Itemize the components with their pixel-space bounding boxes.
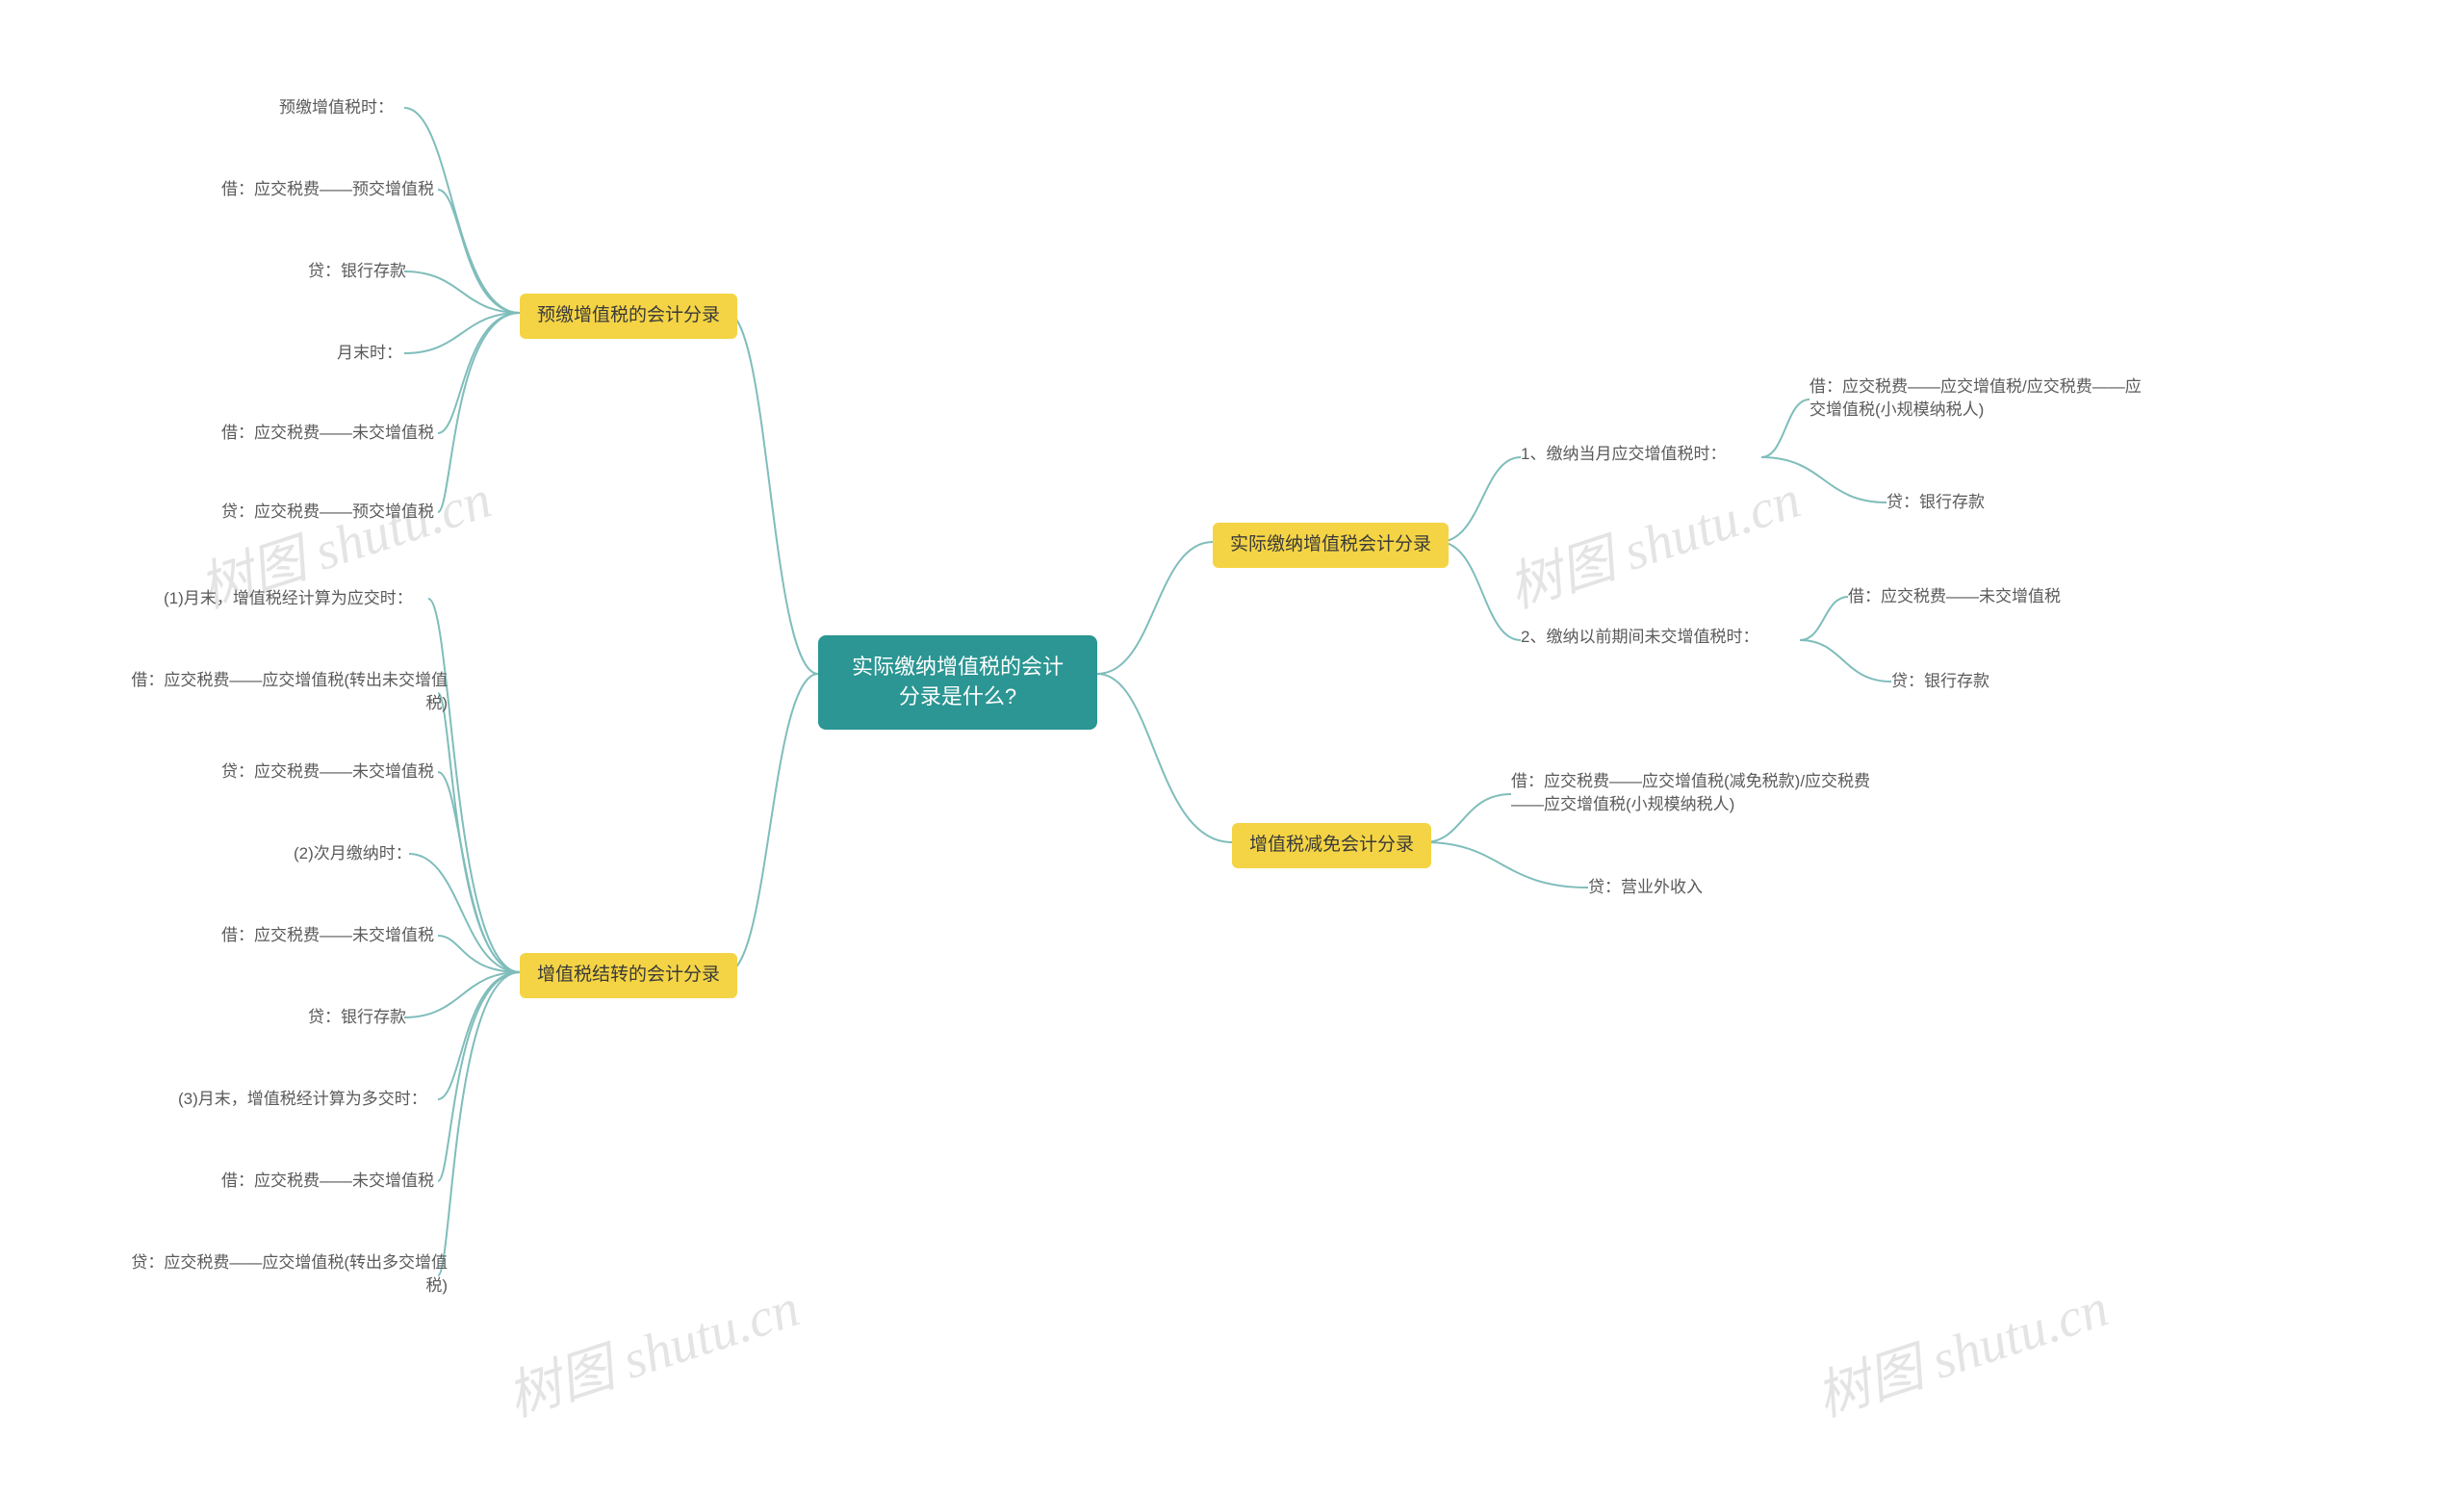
leaf: 贷：应交税费——未交增值税: [221, 760, 434, 784]
watermark: 树图 shutu.cn: [1805, 1264, 2117, 1431]
leaf: 贷：营业外收入: [1588, 876, 1703, 899]
leaf: 月末时：: [337, 342, 402, 365]
leaf: 借：应交税费——未交增值税: [221, 422, 434, 445]
node-r1b[interactable]: 2、缴纳以前期间未交增值税时：: [1521, 626, 1758, 649]
leaf: 借：应交税费——未交增值税: [221, 924, 434, 947]
mindmap-root[interactable]: 实际缴纳增值税的会计分录是什么?: [818, 635, 1097, 730]
leaf: 贷：应交税费——预交增值税: [221, 501, 434, 524]
leaf: (1)月末，增值税经计算为应交时：: [164, 587, 413, 610]
leaf: 贷：银行存款: [308, 1006, 406, 1029]
leaf: 借：应交税费——应交增值税(减免税款)/应交税费——应交增值税(小规模纳税人): [1511, 770, 1877, 816]
branch-l2[interactable]: 增值税结转的会计分录: [520, 953, 737, 998]
watermark: 树图 shutu.cn: [496, 1264, 808, 1431]
leaf: 借：应交税费——应交增值税(转出未交增值税): [120, 669, 448, 715]
branch-r2[interactable]: 增值税减免会计分录: [1232, 823, 1431, 868]
node-r1a[interactable]: 1、缴纳当月应交增值税时：: [1521, 443, 1726, 466]
leaf: 借：应交税费——预交增值税: [221, 178, 434, 201]
branch-r1[interactable]: 实际缴纳增值税会计分录: [1213, 523, 1449, 568]
leaf: (2)次月缴纳时：: [294, 842, 412, 865]
watermark: 树图 shutu.cn: [1497, 455, 1809, 623]
leaf: 借：应交税费——未交增值税: [1848, 585, 2061, 608]
leaf: 借：应交税费——未交增值税: [221, 1170, 434, 1193]
leaf: 预缴增值税时：: [279, 96, 394, 119]
leaf: 贷：银行存款: [308, 260, 406, 283]
leaf: 贷：银行存款: [1886, 491, 1985, 514]
leaf: 贷：应交税费——应交增值税(转出多交增值税): [120, 1251, 448, 1298]
branch-l1[interactable]: 预缴增值税的会计分录: [520, 294, 737, 339]
leaf: (3)月末，增值税经计算为多交时：: [178, 1088, 427, 1111]
leaf: 借：应交税费——应交增值税/应交税费——应交增值税(小规模纳税人): [1810, 375, 2156, 422]
leaf: 贷：银行存款: [1891, 670, 1989, 693]
